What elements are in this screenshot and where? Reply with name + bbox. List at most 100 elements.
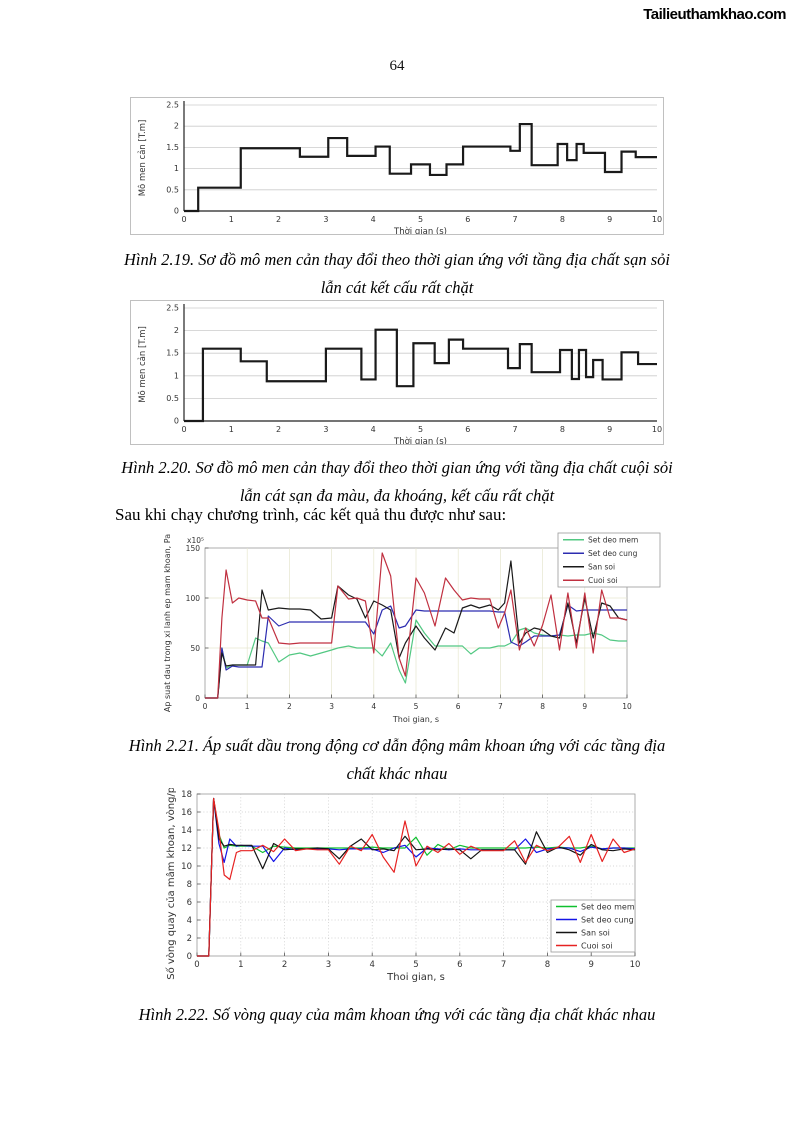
svg-text:7: 7 [501,960,506,970]
svg-text:1: 1 [238,960,243,970]
svg-text:Set deo cung: Set deo cung [588,549,638,558]
svg-text:6: 6 [457,960,462,970]
svg-text:1: 1 [245,702,250,711]
caption-line: Hình 2.20. Sơ đồ mô men cản thay đổi the… [121,458,673,477]
caption-line: chất khác nhau [346,764,448,783]
figure-2-19-box: 0 0.5 1 1.5 2 2.5 0 1 2 3 4 5 6 7 8 9 10 Thời gian (s) Mô … [130,97,664,235]
svg-text:0: 0 [195,694,200,703]
svg-text:1.5: 1.5 [166,143,179,152]
svg-text:2: 2 [287,702,292,711]
svg-text:7: 7 [498,702,503,711]
svg-text:Set deo mem: Set deo mem [588,536,638,545]
svg-text:18: 18 [181,790,192,800]
caption-line: lẫn cát sạn đa màu, đa khoáng, kết cấu r… [239,486,555,505]
svg-text:3: 3 [326,960,331,970]
svg-text:x10⁵: x10⁵ [187,536,204,545]
svg-text:8: 8 [560,215,565,224]
svg-text:0.5: 0.5 [166,394,179,403]
svg-text:4: 4 [187,916,192,926]
fig-2-22-chart: 0 1 2 3 4 5 6 7 8 9 10 0 2 4 6 8 10 12 14 16 18 Set deo mem Se… [163,788,661,988]
svg-text:16: 16 [181,808,192,818]
svg-text:Cuoi soi: Cuoi soi [588,576,618,585]
svg-text:Ap suat dau trong xi lanh ep m: Ap suat dau trong xi lanh ep mam khoan, … [163,534,172,712]
figure-2-19-caption: Hình 2.19. Sơ đồ mô men cản thay đổi the… [60,246,734,302]
fig-2-21-chart: 0 1 2 3 4 5 6 7 8 9 10 0 50 100 150 x10⁵ Set deo mem Set … [160,531,662,727]
svg-text:10: 10 [652,215,662,224]
svg-text:4: 4 [371,702,376,711]
svg-text:8: 8 [187,880,192,890]
caption-line: Hình 2.22. Số vòng quay của mâm khoan ứn… [138,1005,656,1024]
svg-text:0: 0 [181,215,186,224]
svg-text:Cuoi soi: Cuoi soi [581,941,613,950]
svg-text:100: 100 [186,594,201,603]
svg-text:2: 2 [187,934,192,944]
svg-text:Thoi gian, s: Thoi gian, s [386,972,445,983]
svg-text:San soi: San soi [588,563,615,572]
svg-text:Set deo cung: Set deo cung [581,915,634,924]
svg-text:4: 4 [369,960,374,970]
fig-2-20-chart: 0 0.5 1 1.5 2 2.5 0 1 2 3 4 5 6 7 8 9 10 Thời gian (s) Mô … [131,301,663,445]
figure-2-20-box: 0 0.5 1 1.5 2 2.5 0 1 2 3 4 5 6 7 8 9 10 Thời gian (s) Mô … [130,300,664,445]
svg-text:10: 10 [630,960,641,970]
svg-text:Thoi gian, s: Thoi gian, s [392,715,439,724]
svg-text:8: 8 [545,960,550,970]
svg-text:5: 5 [418,215,423,224]
svg-text:6: 6 [465,425,470,434]
svg-text:0: 0 [181,425,186,434]
figure-2-21-caption: Hình 2.21. Áp suất dầu trong động cơ dẫn… [60,732,734,788]
svg-text:3: 3 [323,425,328,434]
figure-2-20-caption: Hình 2.20. Sơ đồ mô men cản thay đổi the… [60,454,734,510]
svg-text:6: 6 [187,898,192,908]
svg-text:Thời gian (s): Thời gian (s) [393,436,447,444]
svg-text:0: 0 [194,960,199,970]
page-number: 64 [389,58,405,74]
svg-text:2: 2 [276,425,281,434]
caption-line: lẫn cát kết cấu rất chặt [320,278,474,297]
svg-text:5: 5 [418,425,423,434]
svg-text:1.5: 1.5 [166,349,179,358]
svg-text:9: 9 [607,215,612,224]
svg-text:10: 10 [622,702,632,711]
svg-text:2.5: 2.5 [166,304,179,313]
svg-text:0.5: 0.5 [166,185,179,194]
svg-text:Set deo mem: Set deo mem [581,902,635,911]
svg-text:5: 5 [413,960,418,970]
svg-text:4: 4 [371,425,376,434]
svg-text:3: 3 [323,215,328,224]
svg-text:1: 1 [174,371,179,380]
body-paragraph: Sau khi chạy chương trình, các kết quả t… [115,505,507,524]
svg-text:9: 9 [588,960,593,970]
fig-2-19-chart: 0 0.5 1 1.5 2 2.5 0 1 2 3 4 5 6 7 8 9 10 Thời gian (s) Mô … [131,98,663,235]
svg-text:0: 0 [174,207,179,216]
svg-text:Số vòng quay của mâm khoan, vò: Số vòng quay của mâm khoan, vòng/phút [165,788,177,980]
svg-text:San soi: San soi [581,928,610,937]
svg-text:7: 7 [513,425,518,434]
svg-text:1: 1 [229,425,234,434]
svg-text:Mô men cản [T.m]: Mô men cản [T.m] [137,120,148,197]
svg-text:1: 1 [174,164,179,173]
svg-text:1: 1 [229,215,234,224]
svg-text:12: 12 [181,844,192,854]
svg-text:Mô men cản [T.m]: Mô men cản [T.m] [137,326,148,403]
watermark-text: Tailieuthamkhao.com [643,6,786,23]
svg-text:14: 14 [181,826,192,836]
svg-text:6: 6 [465,215,470,224]
svg-text:2: 2 [276,215,281,224]
svg-text:2: 2 [174,326,179,335]
svg-text:Thời gian (s): Thời gian (s) [393,226,447,234]
svg-text:10: 10 [181,862,192,872]
svg-text:2.5: 2.5 [166,101,179,110]
svg-text:2: 2 [174,122,179,131]
svg-text:0: 0 [203,702,208,711]
svg-text:50: 50 [190,644,200,653]
svg-text:9: 9 [607,425,612,434]
svg-text:5: 5 [414,702,419,711]
svg-text:9: 9 [582,702,587,711]
svg-text:7: 7 [513,215,518,224]
svg-text:150: 150 [186,544,201,553]
svg-text:2: 2 [282,960,287,970]
svg-text:6: 6 [456,702,461,711]
svg-text:3: 3 [329,702,334,711]
svg-text:8: 8 [540,702,545,711]
